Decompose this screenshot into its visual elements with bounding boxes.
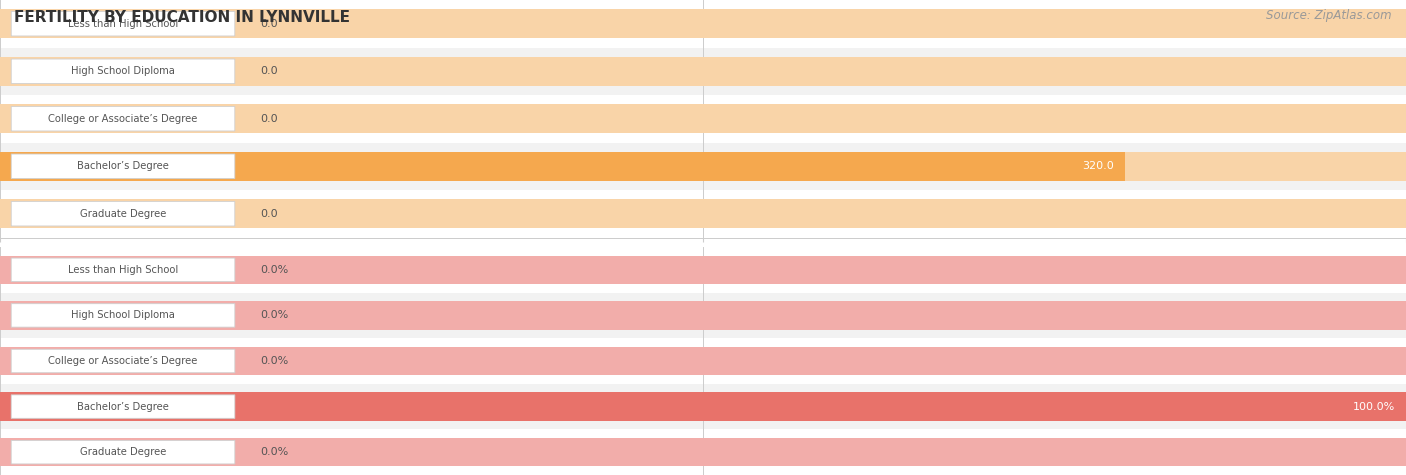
Text: Less than High School: Less than High School	[67, 265, 179, 275]
Text: 0.0: 0.0	[260, 114, 278, 124]
FancyBboxPatch shape	[11, 304, 235, 327]
Text: 0.0%: 0.0%	[260, 356, 288, 366]
Bar	[0, 301, 1406, 330]
Text: 0.0%: 0.0%	[260, 310, 288, 321]
Text: Bachelor’s Degree: Bachelor’s Degree	[77, 161, 169, 171]
Text: 320.0: 320.0	[1081, 161, 1114, 171]
Bar	[0, 256, 1406, 284]
Bar	[0, 293, 1406, 338]
Bar	[0, 338, 1406, 384]
Bar	[0, 190, 1406, 238]
Text: College or Associate’s Degree: College or Associate’s Degree	[48, 356, 198, 366]
FancyBboxPatch shape	[11, 11, 235, 36]
Bar	[0, 104, 1406, 133]
Bar	[0, 9, 1406, 38]
Text: Bachelor’s Degree: Bachelor’s Degree	[77, 401, 169, 412]
Bar	[0, 142, 1406, 190]
FancyBboxPatch shape	[11, 154, 235, 179]
Bar	[0, 152, 1406, 181]
Text: High School Diploma: High School Diploma	[72, 310, 174, 321]
Text: Graduate Degree: Graduate Degree	[80, 209, 166, 219]
Bar	[0, 247, 1406, 293]
Bar	[0, 384, 1406, 429]
Text: 0.0%: 0.0%	[260, 265, 288, 275]
Text: Source: ZipAtlas.com: Source: ZipAtlas.com	[1267, 10, 1392, 22]
FancyBboxPatch shape	[11, 395, 235, 418]
Bar	[0, 0, 1406, 48]
Text: Graduate Degree: Graduate Degree	[80, 447, 166, 457]
FancyBboxPatch shape	[11, 106, 235, 131]
Text: 0.0: 0.0	[260, 66, 278, 76]
Bar	[0, 199, 1406, 228]
FancyBboxPatch shape	[11, 258, 235, 282]
Bar	[0, 95, 1406, 142]
Bar	[0, 392, 1406, 421]
Text: High School Diploma: High School Diploma	[72, 66, 174, 76]
Text: College or Associate’s Degree: College or Associate’s Degree	[48, 114, 198, 124]
Bar	[0, 429, 1406, 475]
Text: 0.0: 0.0	[260, 209, 278, 219]
Bar	[0, 392, 1406, 421]
Text: 0.0%: 0.0%	[260, 447, 288, 457]
FancyBboxPatch shape	[11, 349, 235, 373]
Bar	[0, 152, 1125, 181]
FancyBboxPatch shape	[11, 59, 235, 84]
Bar	[0, 57, 1406, 86]
Text: FERTILITY BY EDUCATION IN LYNNVILLE: FERTILITY BY EDUCATION IN LYNNVILLE	[14, 10, 350, 25]
Text: 100.0%: 100.0%	[1353, 401, 1395, 412]
FancyBboxPatch shape	[11, 201, 235, 226]
Text: Less than High School: Less than High School	[67, 19, 179, 29]
Bar	[0, 438, 1406, 466]
Bar	[0, 48, 1406, 95]
Text: 0.0: 0.0	[260, 19, 278, 29]
FancyBboxPatch shape	[11, 440, 235, 464]
Bar	[0, 347, 1406, 375]
